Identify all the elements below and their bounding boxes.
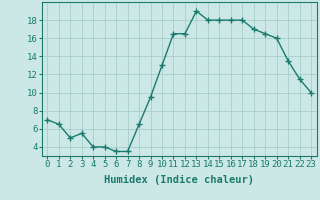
X-axis label: Humidex (Indice chaleur): Humidex (Indice chaleur) — [104, 175, 254, 185]
